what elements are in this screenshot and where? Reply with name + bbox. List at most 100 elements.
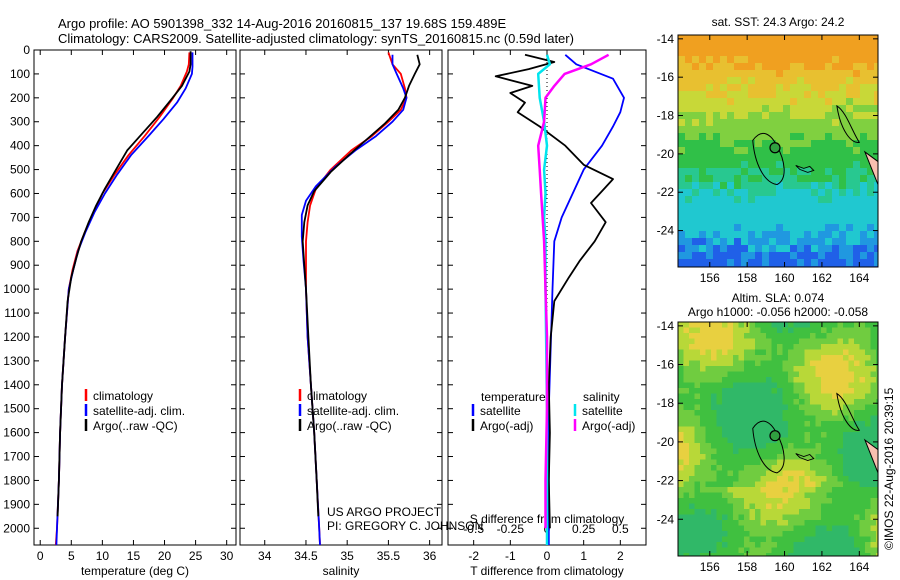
- map-y-tick-label: -22: [657, 185, 675, 199]
- map-x-tick-label: 162: [812, 271, 832, 285]
- map-x-tick-label: 164: [849, 271, 869, 285]
- x-tick-label: 36: [423, 549, 437, 563]
- x-tick-label: -1: [505, 549, 516, 563]
- depth-tick-label: 800: [10, 234, 30, 248]
- x-tick-label: 0: [544, 549, 551, 563]
- map-x-tick-label: 164: [849, 560, 869, 574]
- s-tick-label: 0.5: [612, 522, 629, 536]
- depth-tick-label: 1500: [3, 402, 30, 416]
- sst-map-title: sat. SST: 24.3 Argo: 24.2: [712, 15, 845, 29]
- depth-tick-label: 300: [10, 115, 30, 129]
- x-tick-label: -2: [468, 549, 479, 563]
- map-x-tick-label: 156: [700, 271, 720, 285]
- profile-panel-3: -2 -1 0 1 2T difference from climatology -0.5…: [447, 49, 647, 578]
- depth-tick-label: 1400: [3, 378, 30, 392]
- legend-label: satellite: [582, 404, 623, 418]
- sla-map: 156 158 160 162 164 -14 -16 -18 -20 -22 -24 Altim. …: [657, 291, 879, 574]
- x-tick-label: 35: [341, 549, 355, 563]
- reef-outline: [795, 164, 815, 173]
- credit-pi: PI: GREGORY C. JOHNSON: [327, 519, 483, 533]
- depth-tick-label: 900: [10, 258, 30, 272]
- map-x-tick-label: 160: [775, 560, 795, 574]
- sst-map: 156 158 160 162 164 -14 -16 -18 -20 -22 -24 sat. SS…: [657, 15, 879, 285]
- depth-tick-label: 200: [10, 91, 30, 105]
- x-tick-label: 2: [617, 549, 624, 563]
- argo-float-marker: [769, 430, 781, 442]
- legend-label: Argo(..raw -QC): [93, 419, 178, 433]
- legend-label: climatology: [93, 389, 153, 403]
- map-x-tick-label: 158: [737, 271, 757, 285]
- map-y-tick-label: -22: [657, 474, 675, 488]
- legend-header-temperature: temperature: [481, 390, 546, 404]
- plot-title-line-2: Climatology: CARS2009. Satellite-adjuste…: [58, 31, 574, 46]
- map-frame: [677, 34, 879, 268]
- map-field: [678, 322, 878, 556]
- depth-tick-label: 1800: [3, 473, 30, 487]
- map-x-tick-label: 160: [775, 271, 795, 285]
- x-tick-label: 15: [127, 549, 141, 563]
- legend-label: satellite: [480, 404, 521, 418]
- depth-tick-label: 400: [10, 139, 30, 153]
- map-y-tick-label: -24: [657, 224, 675, 238]
- series-line-1: [300, 54, 408, 546]
- map-y-tick-label: -16: [657, 70, 675, 84]
- legend-header-salinity: salinity: [583, 390, 620, 404]
- legend-label: Argo(-adj): [582, 419, 635, 433]
- land-new-caledonia: [863, 438, 878, 474]
- sla-map-title-line-2: Argo h1000: -0.056 h2000: -0.058: [688, 305, 868, 319]
- map-field: [678, 35, 878, 267]
- s-tick-label: 0.25: [572, 522, 596, 536]
- reef-outline: [752, 420, 785, 474]
- series-line-1: [494, 53, 614, 529]
- profile-panel-1: 0100200300400500600700800900100011001200…: [3, 43, 237, 578]
- depth-tick-label: 700: [10, 210, 30, 224]
- map-y-tick-label: -16: [657, 358, 675, 372]
- map-y-tick-label: -18: [657, 396, 675, 410]
- plot-title-line-1: Argo profile: AO 5901398_332 14-Aug-2016…: [58, 16, 507, 31]
- depth-tick-label: 1900: [3, 497, 30, 511]
- argo-float-marker: [769, 142, 781, 154]
- legend-label: climatology: [307, 389, 367, 403]
- s-tick-label: -0.5: [463, 522, 484, 536]
- map-y-tick-label: -20: [657, 147, 675, 161]
- series-line-2: [301, 54, 421, 517]
- series-line-0: [547, 54, 625, 545]
- legend-label: Argo(-adj): [480, 419, 533, 433]
- x-tick-label: 20: [158, 549, 172, 563]
- map-y-tick-label: -20: [657, 435, 675, 449]
- x-axis-label: T difference from climatology: [470, 564, 624, 578]
- credit-imos: ©IMOS 22-Aug-2016 20:39:15: [882, 387, 896, 550]
- x-tick-label: 1: [580, 549, 587, 563]
- x-axis-label: salinity: [323, 564, 360, 578]
- map-y-tick-label: -18: [657, 109, 675, 123]
- series-line-1: [55, 52, 194, 546]
- map-y-tick-label: -14: [657, 319, 675, 333]
- map-frame: [677, 321, 879, 557]
- legend-label: satellite-adj. clim.: [307, 404, 399, 418]
- legend-label: Argo(..raw -QC): [307, 419, 392, 433]
- depth-tick-label: 500: [10, 163, 30, 177]
- map-x-tick-label: 162: [812, 560, 832, 574]
- series-line-2: [56, 51, 192, 517]
- series-line-3: [536, 53, 610, 529]
- x-tick-label: 5: [68, 549, 75, 563]
- depth-tick-label: 1000: [3, 282, 30, 296]
- series-line-0: [54, 52, 191, 546]
- x-tick-label: 10: [96, 549, 110, 563]
- x-tick-label: 25: [189, 549, 203, 563]
- x-axis-label: temperature (deg C): [81, 564, 189, 578]
- depth-tick-label: 1300: [3, 354, 30, 368]
- map-y-tick-label: -24: [657, 512, 675, 526]
- x-tick-label: 30: [220, 549, 234, 563]
- legend-label: satellite-adj. clim.: [93, 404, 185, 418]
- x-tick-label: 0: [37, 549, 44, 563]
- series-line-2: [536, 54, 552, 545]
- credit-project: US ARGO PROJECT: [327, 505, 442, 519]
- land-new-caledonia: [863, 150, 878, 185]
- x-tick-label: 35.5: [377, 549, 401, 563]
- depth-tick-label: 1200: [3, 330, 30, 344]
- x-tick-label: 34.5: [294, 549, 318, 563]
- map-y-tick-label: -14: [657, 32, 675, 46]
- depth-tick-label: 1600: [3, 426, 30, 440]
